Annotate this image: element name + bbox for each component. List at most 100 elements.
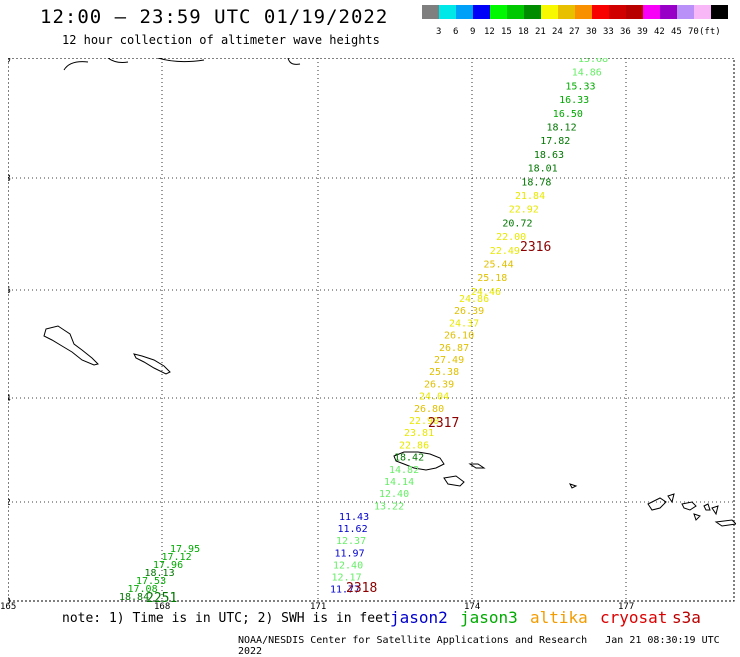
- colorbar-swatch: [677, 5, 694, 19]
- wave-height-value: 25.44: [484, 260, 514, 271]
- colorbar-label: (ft): [699, 27, 721, 37]
- colorbar-swatch: [660, 5, 677, 19]
- colorbar-swatch: [541, 5, 558, 19]
- wave-height-value: 26.10: [444, 331, 474, 342]
- wave-height-value: 12.37: [336, 536, 366, 547]
- wave-height-value: 16.33: [559, 95, 589, 106]
- colorbar-label: 36: [620, 27, 631, 37]
- latitude-label: 52: [8, 498, 11, 508]
- track-time-label: 2316: [520, 240, 551, 255]
- colorbar-swatch: [422, 5, 439, 19]
- colorbar-swatch: [439, 5, 456, 19]
- wave-height-value: 11.77: [330, 585, 360, 596]
- colorbar-swatch: [694, 5, 711, 19]
- wave-height-value: 11.97: [335, 548, 365, 559]
- map-frame: [8, 58, 735, 602]
- satellite-cryosat: cryosat: [600, 608, 668, 627]
- wave-height-value: 14.14: [384, 477, 414, 488]
- wave-height-value: 24.86: [459, 294, 489, 305]
- wave-height-value: 17.95: [170, 544, 200, 555]
- colorbar-swatch: [592, 5, 609, 19]
- island-agattu: [443, 475, 465, 487]
- longitude-label: 177: [618, 602, 635, 612]
- colorbar-label: 70: [688, 27, 699, 37]
- wave-height-value: 26.80: [414, 404, 444, 415]
- colorbar-swatch: [456, 5, 473, 19]
- map-grid: [8, 58, 734, 601]
- island-rat-2: [667, 493, 736, 527]
- coast-top-left: [63, 58, 301, 71]
- satellite-altika: altika: [530, 608, 588, 627]
- wave-height-value: 17.53: [136, 576, 166, 587]
- wave-height-value: 17.08: [128, 584, 158, 595]
- longitude-label: 165: [0, 602, 17, 612]
- colorbar-label: 42: [654, 27, 665, 37]
- island-commander: [43, 325, 99, 366]
- wave-height-value: 18.78: [521, 177, 551, 188]
- wave-height-value: 18.63: [534, 150, 564, 161]
- wave-height-value: 22.90: [409, 416, 439, 427]
- latitude-label: 58: [8, 174, 11, 184]
- longitude-label: 174: [464, 602, 481, 612]
- wave-height-value: 22.86: [399, 440, 429, 451]
- wave-height-value: 23.81: [404, 428, 434, 439]
- wave-height-value: 22.92: [509, 205, 539, 216]
- wave-height-value: 26.39: [454, 306, 484, 317]
- colorbar-label: 18: [518, 27, 529, 37]
- island-attu: [393, 451, 445, 471]
- colorbar-label: 24: [552, 27, 563, 37]
- footer-credit: NOAA/NESDIS Center for Satellite Applica…: [238, 635, 740, 657]
- wave-height-value: 22.49: [490, 246, 520, 257]
- wave-height-value: 12.17: [332, 573, 362, 584]
- colorbar-label: 15: [501, 27, 512, 37]
- island-rat-1: [647, 497, 667, 511]
- colorbar-swatch: [507, 5, 524, 19]
- wave-height-value: 16.50: [553, 109, 583, 120]
- latitude-labels: 60 58 56 54 52 50: [8, 58, 11, 604]
- wave-height-value: 26.87: [439, 343, 469, 354]
- colorbar-label: 6: [453, 27, 459, 37]
- satellite-s3a: s3a: [672, 608, 701, 627]
- track-time-label: 2318: [346, 581, 377, 596]
- wave-height-value: 25.38: [429, 367, 459, 378]
- wave-height-value: 18.84: [119, 592, 149, 603]
- colorbar-label: 33: [603, 27, 614, 37]
- wave-height-value: 27.49: [434, 355, 464, 366]
- latitude-label: 54: [8, 394, 11, 404]
- wave-height-value: 17.96: [153, 560, 183, 571]
- page-subtitle: 12 hour collection of altimeter wave hei…: [62, 33, 380, 47]
- altimeter-tracks: 13.68 14.86 15.33 16.33 16.50 18.12 17.82 18.63…: [119, 58, 608, 604]
- footnote: note: 1) Time is in UTC; 2) SWH is in fe…: [62, 611, 391, 626]
- latitude-label: 60: [8, 58, 11, 65]
- colorbar-label: 12: [484, 27, 495, 37]
- colorbar-label: 21: [535, 27, 546, 37]
- colorbar-label: 30: [586, 27, 597, 37]
- wave-height-value: 24.04: [419, 392, 449, 403]
- island-small-1: [468, 463, 486, 469]
- wave-height-value: 13.22: [374, 501, 404, 512]
- satellite-jason3: jason3: [460, 608, 518, 627]
- colorbar-swatch: [643, 5, 660, 19]
- latitude-label: 56: [8, 286, 11, 296]
- altimeter-map: 13.68 14.86 15.33 16.33 16.50 18.12 17.82 18.63…: [8, 58, 736, 604]
- longitude-label: 168: [154, 602, 171, 612]
- wave-height-value: 18.01: [528, 164, 558, 175]
- colorbar-swatch: [626, 5, 643, 19]
- wave-height-value: 14.86: [572, 68, 602, 79]
- track-time-label: 2251: [146, 591, 177, 604]
- wave-height-value: 14.82: [389, 465, 419, 476]
- coastlines: [43, 58, 736, 527]
- wave-height-value: 12.40: [379, 489, 409, 500]
- wave-height-value: 17.82: [540, 136, 570, 147]
- wave-height-value: 15.33: [565, 81, 595, 92]
- wave-height-value: 20.72: [502, 218, 532, 229]
- wave-height-value: 18.12: [547, 123, 577, 134]
- colorbar-swatch: [575, 5, 592, 19]
- satellite-jason2: jason2: [390, 608, 448, 627]
- colorbar-swatch: [524, 5, 541, 19]
- colorbar-swatch: [558, 5, 575, 19]
- colorbar-label: 3: [436, 27, 442, 37]
- colorbar-swatch: [711, 5, 728, 19]
- island-medny: [133, 353, 171, 375]
- wave-height-value: 22.00: [496, 232, 526, 243]
